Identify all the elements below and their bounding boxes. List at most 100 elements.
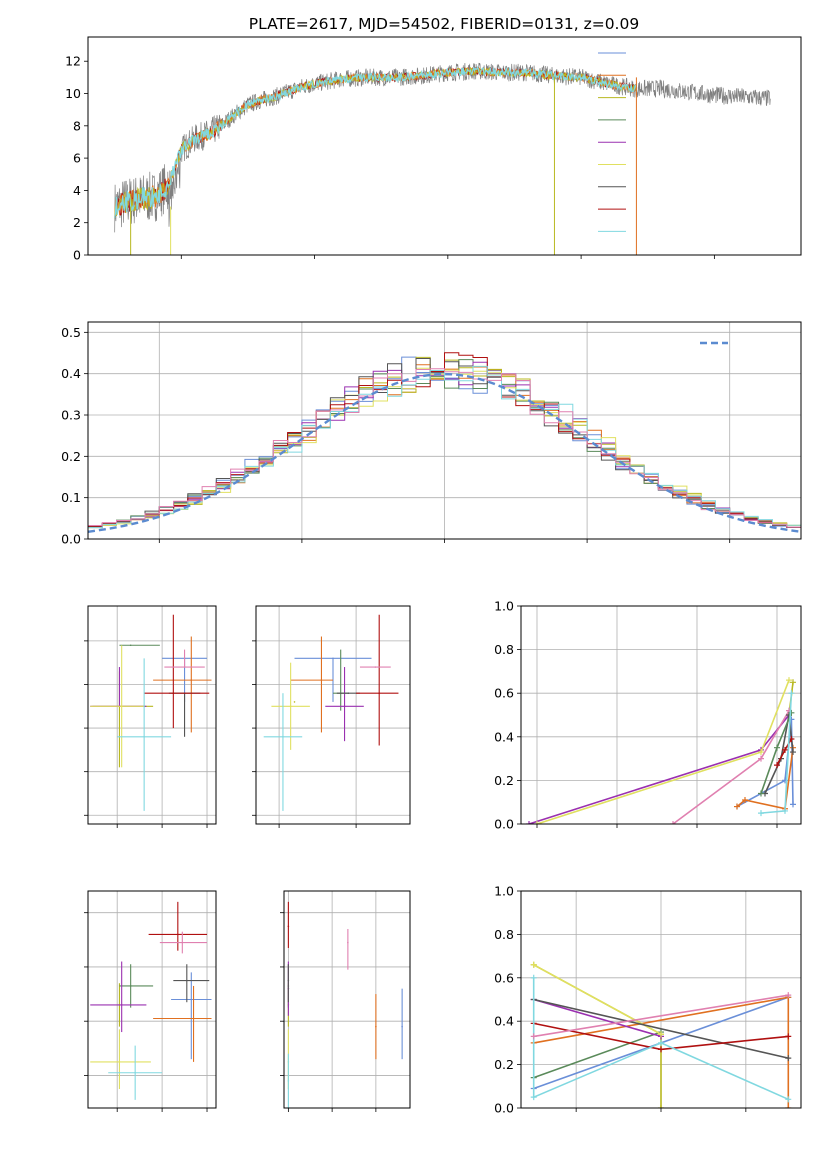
y-tick-label: 8	[73, 118, 81, 133]
figure-title: PLATE=2617, MJD=54502, FIBERID=0131, z=0…	[249, 15, 639, 33]
data-point	[153, 636, 212, 733]
axes-weight_vs_age: 0.0 0.2 0.4 0.6 0.8 1.0	[494, 599, 802, 832]
plot-area	[263, 614, 399, 811]
weight-series-line	[533, 998, 662, 1038]
data-point	[401, 988, 403, 1060]
spectrum-legend	[598, 52, 626, 232]
weight-point-marker	[785, 1096, 792, 1103]
axes-frame	[87, 890, 217, 1109]
weight-point-marker	[785, 1033, 792, 1040]
plot-area	[530, 961, 792, 1108]
point-marker	[374, 666, 377, 668]
y-tick-label: 0.2	[494, 773, 514, 788]
weight-series-line	[533, 994, 789, 1038]
point-marker	[347, 692, 350, 694]
axes-frame	[255, 605, 411, 825]
axes-weight_vs_Z: 0.0 0.2 0.4 0.6 0.8 1.0	[494, 884, 802, 1116]
axes-mass_vs_EBV	[280, 890, 411, 1112]
point-marker	[183, 666, 186, 668]
data-point	[90, 961, 147, 1033]
y-tick-label: 0.5	[61, 325, 81, 340]
plot-area	[526, 677, 796, 824]
weight-point-marker	[670, 821, 676, 824]
point-marker	[192, 1017, 195, 1020]
axes-frame	[283, 890, 411, 1109]
axes-spectrum: 0 2 4 6 8 10 12	[65, 36, 802, 263]
weight-point-marker	[742, 797, 748, 804]
spectrum-model-line	[114, 65, 638, 219]
axes-mass_vs_Z	[84, 890, 217, 1112]
point-marker	[129, 644, 132, 647]
weight-point-marker	[530, 961, 537, 968]
y-tick-label: 2	[73, 215, 81, 230]
point-marker	[282, 736, 284, 738]
weight-point-marker	[658, 1046, 664, 1053]
point-marker	[320, 679, 323, 681]
data-point	[290, 636, 333, 733]
data-point	[263, 693, 303, 811]
point-marker	[378, 692, 381, 694]
data-point	[173, 964, 210, 1003]
weight-series-line	[536, 679, 790, 824]
point-marker	[172, 692, 175, 694]
point-marker	[401, 1025, 403, 1028]
data-point	[325, 667, 364, 742]
axes-frame	[87, 605, 217, 825]
spectrum-data-line	[114, 62, 771, 233]
axes-age_vs_Z	[84, 605, 217, 828]
axes-frame	[520, 890, 802, 1109]
weight-series-line	[533, 998, 789, 1059]
y-tick-label: 10	[65, 86, 81, 101]
weight-point-marker	[785, 1105, 792, 1108]
data-point	[293, 701, 296, 703]
point-marker	[134, 1071, 136, 1074]
point-marker	[190, 679, 193, 681]
weight-point-marker	[774, 744, 780, 751]
weight-point-marker	[530, 1033, 537, 1040]
data-point	[347, 928, 349, 970]
y-tick-label: 6	[73, 151, 81, 166]
point-marker	[181, 941, 184, 944]
y-tick-label: 0.4	[494, 1014, 514, 1029]
point-marker	[343, 705, 346, 708]
y-tick-label: 1.0	[494, 599, 514, 614]
point-marker	[186, 979, 188, 982]
plot-area	[90, 901, 212, 1100]
weight-point-marker	[658, 1105, 664, 1108]
data-point	[117, 658, 172, 811]
point-marker	[287, 979, 290, 982]
point-marker	[293, 701, 296, 703]
weight-point-marker	[788, 690, 795, 697]
point-marker	[332, 657, 334, 660]
data-point	[108, 1045, 163, 1100]
weight-point-marker	[530, 1094, 537, 1101]
y-tick-label: 0.0	[494, 817, 514, 832]
y-tick-label: 0.4	[494, 729, 514, 744]
axes-residuals: 0.0 0.1 0.2 0.3 0.4 0.5	[61, 321, 802, 547]
data-point	[375, 994, 377, 1060]
weight-point-marker	[790, 679, 796, 686]
data-point	[164, 649, 205, 668]
gaussian-curve	[88, 372, 801, 533]
data-point	[90, 1029, 151, 1090]
weight-point-marker	[790, 749, 796, 756]
plot-area	[287, 901, 403, 1108]
weight-point-marker	[758, 755, 764, 762]
data-point	[271, 662, 310, 750]
data-point	[148, 901, 208, 951]
y-tick-label: 0.2	[494, 1057, 514, 1072]
weight-series-line	[672, 710, 790, 824]
weight-point-marker	[790, 801, 796, 808]
weight-point-marker	[782, 807, 788, 814]
y-tick-label: 0.0	[494, 1101, 514, 1116]
data-point	[287, 1053, 290, 1108]
y-tick-label: 0.2	[61, 449, 81, 464]
data-point	[287, 964, 290, 1003]
data-point	[119, 964, 154, 1008]
weight-point-marker	[785, 992, 792, 999]
weight-point-marker	[785, 1055, 792, 1062]
data-point	[90, 645, 145, 768]
point-marker	[129, 985, 132, 987]
weight-point-marker	[782, 746, 788, 753]
